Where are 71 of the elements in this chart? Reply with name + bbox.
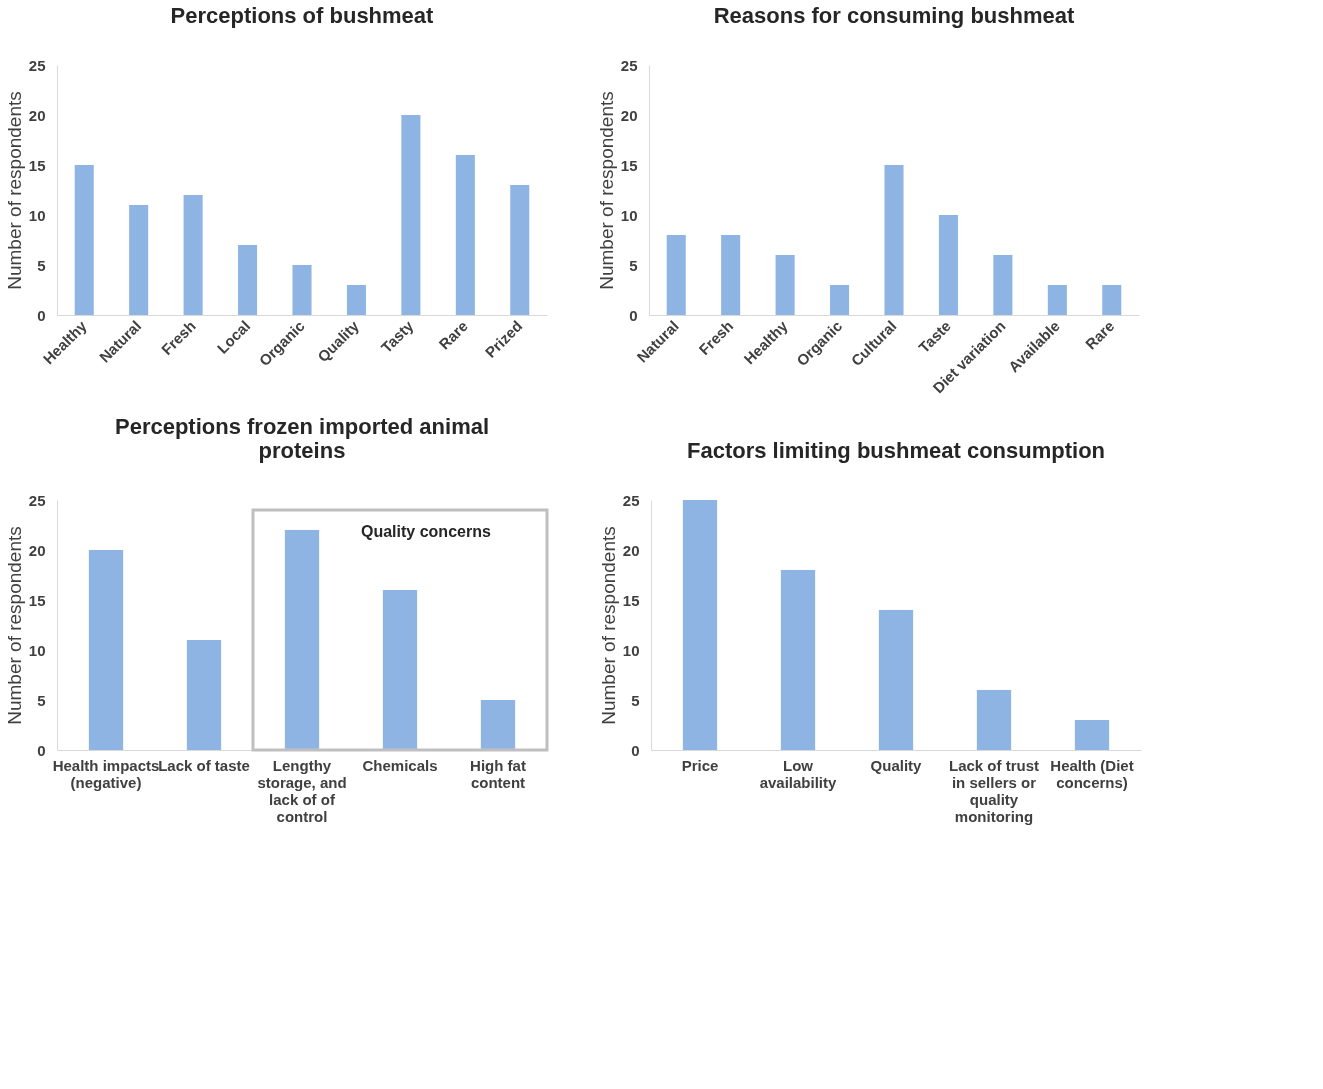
bar — [721, 235, 741, 315]
y-tick-label: 15 — [622, 591, 640, 609]
y-axis-title: Number of respondents — [597, 526, 619, 725]
bar — [238, 245, 258, 315]
bar — [666, 235, 686, 315]
y-tick-label: 20 — [28, 106, 46, 124]
bar — [88, 550, 124, 750]
y-tick-label: 25 — [622, 491, 640, 509]
y-tick-label: 5 — [37, 256, 46, 274]
bar — [346, 285, 366, 315]
bar — [74, 165, 94, 315]
bar — [455, 155, 475, 315]
x-tick-label: Lack of taste — [158, 756, 250, 774]
y-tick-label: 0 — [631, 741, 640, 759]
y-tick-label: 25 — [620, 56, 638, 74]
bar — [292, 265, 312, 315]
bar — [878, 610, 914, 750]
bar — [480, 700, 516, 750]
x-tick-label: Low availability — [759, 756, 837, 791]
y-tick-label: 20 — [28, 541, 46, 559]
x-tick-label: Health impacts (negative) — [52, 756, 160, 791]
x-tick-label: Chemicals — [362, 756, 438, 774]
y-tick-label: 25 — [28, 491, 46, 509]
bar — [993, 255, 1013, 315]
y-axis-title: Number of respondents — [3, 526, 25, 725]
y-tick-label: 5 — [629, 256, 638, 274]
bar — [186, 640, 222, 750]
y-tick-label: 15 — [620, 156, 638, 174]
y-tick-label: 15 — [28, 591, 46, 609]
x-tick-label: High fat content — [470, 756, 526, 791]
y-tick-label: 0 — [37, 741, 46, 759]
chart-title: Reasons for consuming bushmeat — [713, 3, 1075, 28]
bar — [682, 500, 718, 750]
bar — [129, 205, 149, 315]
bar — [780, 570, 816, 750]
bar — [976, 690, 1012, 750]
y-tick-label: 15 — [28, 156, 46, 174]
x-tick-label: Health (Diet concerns) — [1050, 756, 1134, 791]
bar — [510, 185, 530, 315]
y-tick-label: 5 — [631, 691, 640, 709]
bar — [830, 285, 850, 315]
y-axis-title: Number of respondents — [595, 91, 617, 290]
y-tick-label: 0 — [629, 306, 638, 324]
x-tick-label: Lack of trust in sellers or quality monitoring — [948, 756, 1040, 825]
bar — [884, 165, 904, 315]
y-tick-label: 20 — [620, 106, 638, 124]
y-tick-label: 10 — [620, 206, 638, 224]
y-tick-label: 5 — [37, 691, 46, 709]
bar — [382, 590, 418, 750]
x-tick-label: Price — [681, 756, 719, 774]
x-tick-label: Quality — [870, 756, 923, 774]
bar — [938, 215, 958, 315]
bar — [1102, 285, 1122, 315]
y-tick-label: 10 — [28, 641, 46, 659]
bar — [284, 530, 320, 750]
x-tick-label: Lengthy storage, and lack of of control — [257, 756, 347, 825]
annotation: Quality concerns — [361, 523, 491, 540]
chart-title: Perceptions of bushmeat — [170, 3, 435, 28]
bar — [183, 195, 203, 315]
bar — [1074, 720, 1110, 750]
y-tick-label: 20 — [622, 541, 640, 559]
bar — [1047, 285, 1067, 315]
bar — [775, 255, 795, 315]
bar — [401, 115, 421, 315]
chart-title: Perceptions frozen imported animal proteins — [114, 414, 490, 463]
y-tick-label: 0 — [37, 306, 46, 324]
y-tick-label: 25 — [28, 56, 46, 74]
y-tick-label: 10 — [622, 641, 640, 659]
chart-title: Factors limiting bushmeat consumption — [686, 438, 1106, 463]
y-tick-label: 10 — [28, 206, 46, 224]
y-axis-title: Number of respondents — [3, 91, 25, 290]
